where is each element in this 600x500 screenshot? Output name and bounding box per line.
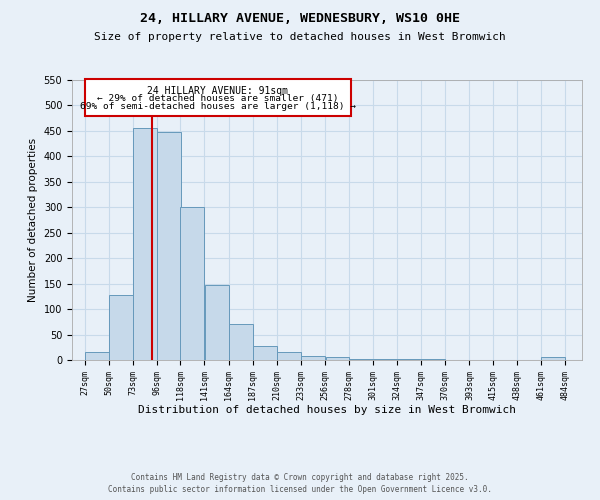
Bar — [349, 359, 373, 360]
Bar — [253, 346, 277, 360]
Text: Size of property relative to detached houses in West Bromwich: Size of property relative to detached ho… — [94, 32, 506, 42]
Text: ← 29% of detached houses are smaller (471): ← 29% of detached houses are smaller (47… — [97, 94, 338, 104]
Bar — [326, 358, 349, 360]
Bar — [205, 284, 229, 360]
Bar — [541, 358, 565, 360]
X-axis label: Distribution of detached houses by size in West Bromwich: Distribution of detached houses by size … — [138, 406, 516, 415]
Bar — [133, 128, 157, 360]
Bar — [301, 356, 325, 360]
Bar — [181, 208, 205, 360]
Text: 69% of semi-detached houses are larger (1,118) →: 69% of semi-detached houses are larger (… — [80, 102, 356, 112]
Text: 24 HILLARY AVENUE: 91sqm: 24 HILLARY AVENUE: 91sqm — [147, 86, 288, 96]
Y-axis label: Number of detached properties: Number of detached properties — [28, 138, 38, 302]
Bar — [229, 324, 253, 360]
Bar — [109, 295, 133, 360]
Bar — [157, 132, 181, 360]
Text: Contains public sector information licensed under the Open Government Licence v3: Contains public sector information licen… — [108, 485, 492, 494]
Bar — [85, 352, 109, 360]
Text: 24, HILLARY AVENUE, WEDNESBURY, WS10 0HE: 24, HILLARY AVENUE, WEDNESBURY, WS10 0HE — [140, 12, 460, 26]
Text: Contains HM Land Registry data © Crown copyright and database right 2025.: Contains HM Land Registry data © Crown c… — [131, 472, 469, 482]
FancyBboxPatch shape — [85, 79, 350, 116]
Bar — [277, 352, 301, 360]
